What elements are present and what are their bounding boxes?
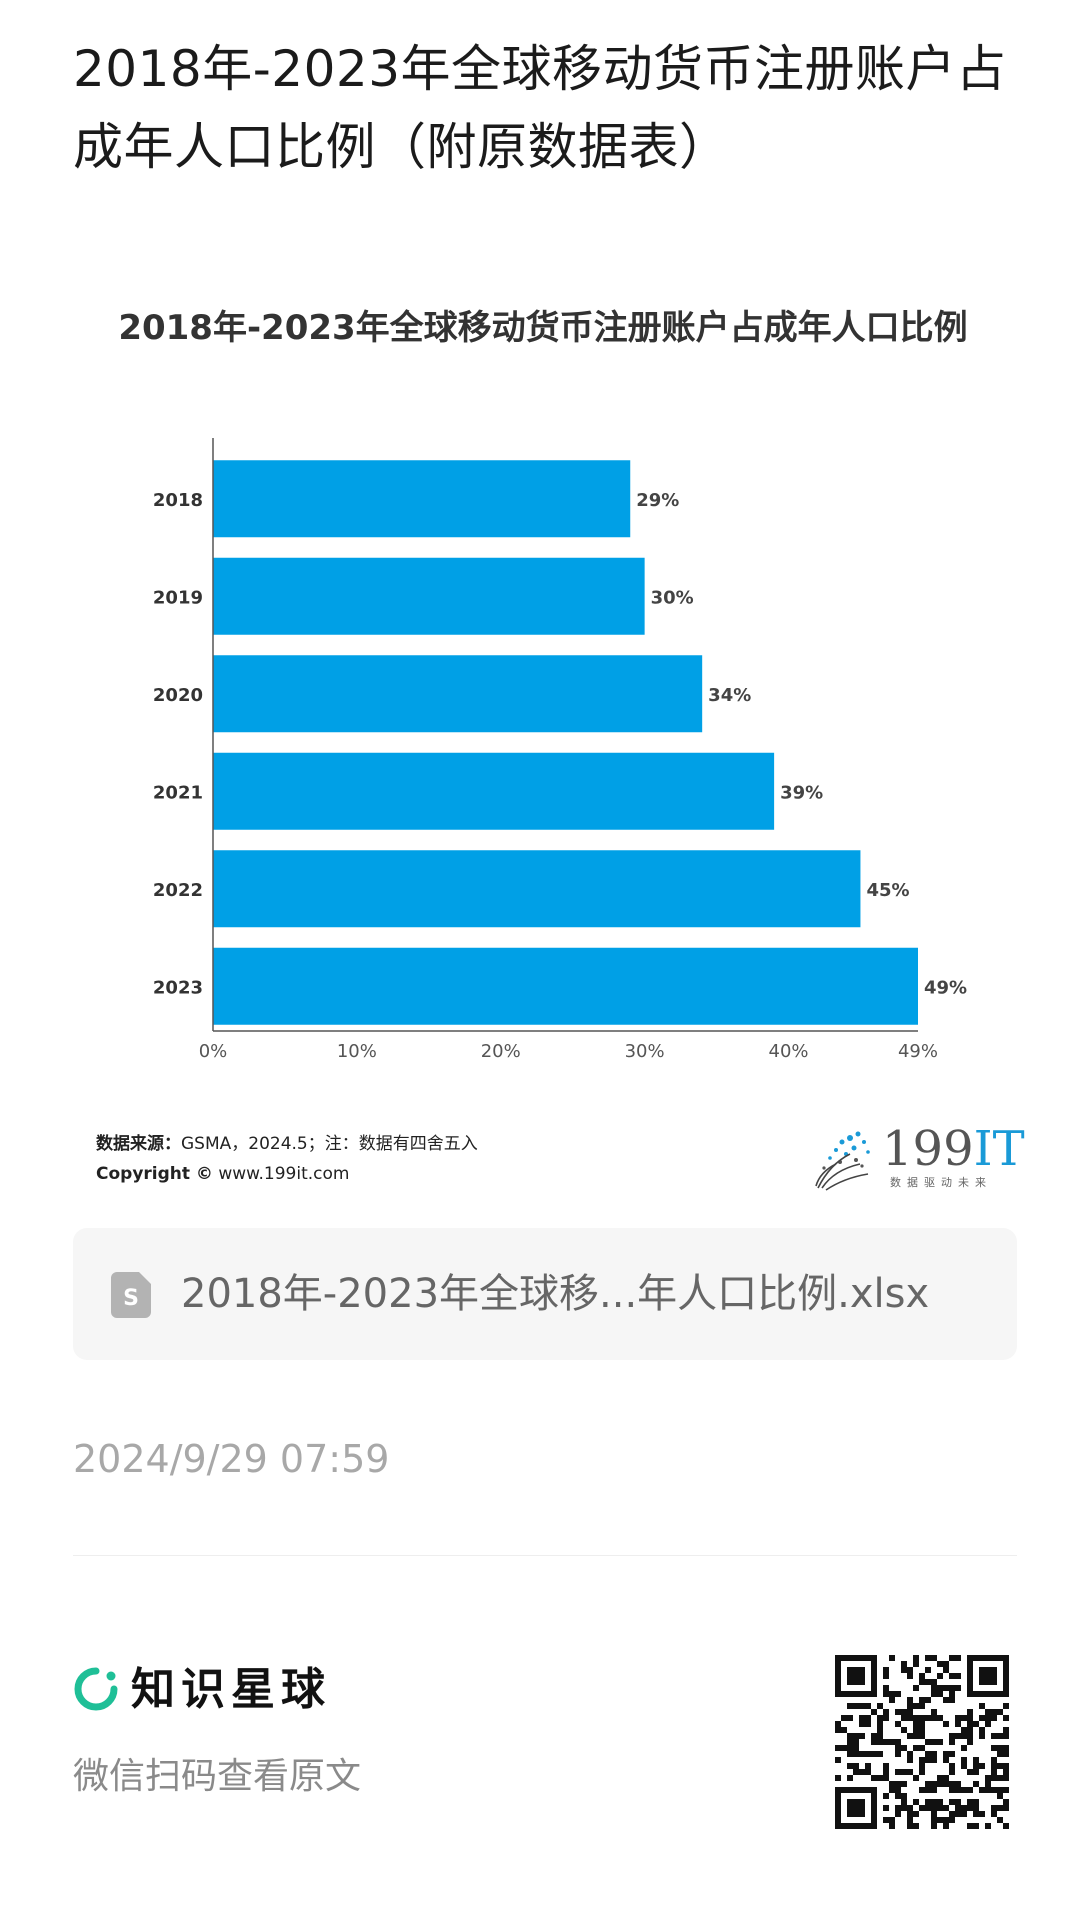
data-source-label: 数据来源： [96, 1134, 181, 1154]
logo-tagline: 数据驱动未来 [890, 1176, 992, 1189]
copyright: Copyright © www.199it.com [96, 1160, 349, 1188]
category-label-2022: 2022 [153, 880, 203, 901]
scan-hint: 微信扫码查看原文 [73, 1756, 362, 1797]
x-tick-label-3: 30% [625, 1041, 665, 1062]
value-label-2021: 39% [780, 782, 823, 803]
spreadsheet-file-icon: S [111, 1272, 151, 1318]
chart-title: 2018年-2023年全球移动货币注册账户占成年人口比例 [118, 308, 968, 348]
bar-2021 [213, 752, 775, 830]
value-label-2020: 34% [708, 685, 751, 706]
category-label-2019: 2019 [153, 587, 203, 608]
bar-2023 [213, 947, 918, 1025]
data-source: 数据来源：GSMA，2024.5；注：数据有四舍五入 [96, 1130, 478, 1158]
x-tick-label-5: 49% [898, 1041, 938, 1062]
qr-code-icon[interactable] [835, 1655, 1009, 1829]
category-label-2023: 2023 [153, 977, 203, 998]
divider [73, 1555, 1017, 1556]
x-tick-label-0: 0% [199, 1041, 228, 1062]
bar-2020 [213, 655, 703, 733]
data-source-text: GSMA，2024.5；注：数据有四舍五入 [181, 1134, 478, 1154]
bar-2018 [213, 460, 631, 538]
post-timestamp: 2024/9/29 07:59 [73, 1437, 390, 1481]
attachment-file-name: 2018年-2023年全球移...年人口比例.xlsx [181, 1271, 930, 1317]
copyright-label: Copyright © [96, 1164, 213, 1184]
logo-wordmark: 199IT [882, 1124, 1025, 1174]
value-label-2022: 45% [866, 880, 909, 901]
svg-text:S: S [123, 1286, 139, 1311]
x-tick-label-1: 10% [337, 1041, 377, 1062]
category-label-2020: 2020 [153, 685, 203, 706]
attachment-card[interactable]: S 2018年-2023年全球移...年人口比例.xlsx [73, 1228, 1017, 1360]
category-label-2021: 2021 [153, 782, 203, 803]
zsxq-logo-icon [74, 1667, 118, 1711]
category-label-2018: 2018 [153, 490, 203, 511]
logo-number: 199 [882, 1121, 974, 1177]
199it-logo: 199IT 数据驱动未来 [810, 1124, 1025, 1194]
brand-name: 知识星球 [131, 1664, 331, 1715]
bar-2019 [213, 557, 645, 635]
logo-it: IT [973, 1121, 1025, 1177]
qr-modules [835, 1655, 1009, 1829]
value-label-2023: 49% [924, 977, 967, 998]
post-title: 2018年-2023年全球移动货币注册账户占成年人口比例（附原数据表） [73, 40, 1007, 176]
x-tick-label-2: 20% [481, 1041, 521, 1062]
dandelion-logo-icon [815, 1131, 870, 1191]
copyright-text: www.199it.com [218, 1164, 350, 1184]
value-label-2019: 30% [651, 587, 694, 608]
bar-chart: 2018 29% 2019 30% 2020 34% 2021 39% 2022 45% 2023 4… [153, 438, 967, 1062]
chart-card: 2018年-2023年全球移动货币注册账户占成年人口比例 2018 29% 2019… [73, 280, 1013, 1210]
x-tick-label-4: 40% [769, 1041, 809, 1062]
bar-2022 [213, 850, 861, 928]
value-label-2018: 29% [636, 490, 679, 511]
